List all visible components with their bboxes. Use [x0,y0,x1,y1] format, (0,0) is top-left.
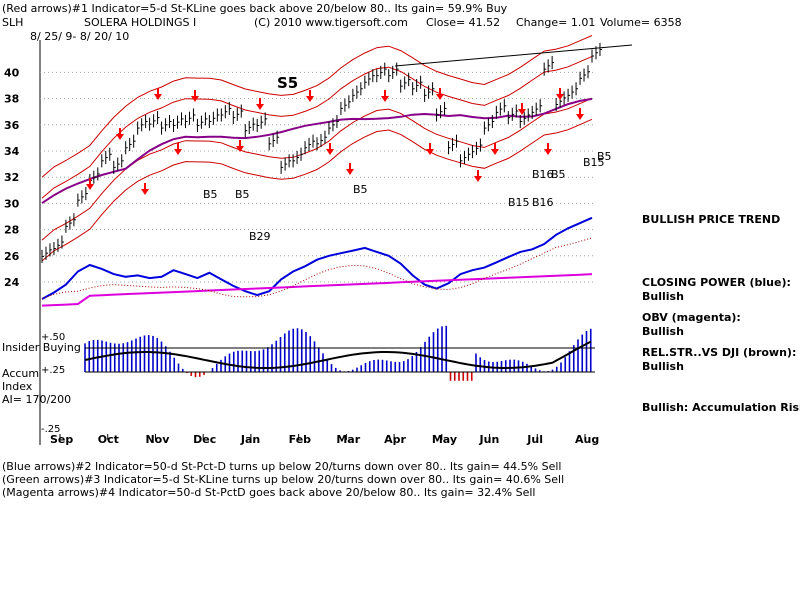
ai-label: AI= 170/200 [2,393,72,406]
obv-label: OBV (magenta): [642,311,741,324]
x-tick-label: Jun [479,433,500,446]
lower-band-outer [41,118,593,262]
buy-arrow [346,169,354,175]
y-tick-label: 24 [4,276,20,289]
footer-line2: (Green arrows)#3 Indicator=5-d St-KLine … [2,473,565,486]
signal-annotation: B15 [583,156,605,169]
rel-strength-label: REL.STR..VS DJI (brown): [642,346,797,359]
x-tick-label: May [432,433,457,446]
copyright: (C) 2010 www.tigersoft.com [254,16,408,29]
buy-arrow [491,149,499,155]
date-range: 8/ 25/ 9- 8/ 20/ 10 [30,30,130,43]
buy-arrow [556,94,564,100]
closing-power-line [41,216,593,300]
y-tick-label: 34 [4,145,20,158]
buy-arrow [306,96,314,102]
upper-band-inner [41,55,593,199]
obv-value: Bullish [642,325,684,338]
y-tick-label: 38 [4,93,19,106]
signal-annotation: B5 [551,168,566,181]
x-tick-label: Mar [336,433,360,446]
x-tick-label: Sep [50,433,73,446]
accum-tick-m25: -.25 [41,424,61,435]
x-tick-label: Nov [145,433,170,446]
y-tick-label: 26 [4,250,20,263]
signal-annotation: B16 [532,196,554,209]
company-name: SOLERA HOLDINGS I [84,16,197,29]
signal-annotation: B16 [532,168,554,181]
y-tick-label: 32 [4,171,19,184]
closing-power-value: Bullish [642,290,684,303]
y-tick-label: 28 [4,224,19,237]
signal-annotation: B5 [235,188,250,201]
insider-buying-label: Insider Buying [2,341,81,354]
volume-value: Volume= 6358 [600,16,682,29]
buy-arrow [141,189,149,195]
buy-arrow [86,184,94,190]
upper-band-outer [41,35,593,178]
rel-strength-line [41,237,593,300]
x-tick-label: Jan [240,433,260,446]
index-label: Index [2,380,33,393]
header-line1: (Red arrows)#1 Indicator=5-d St-KLine go… [2,2,508,15]
x-tick-label: Oct [98,433,119,446]
accum-label: Accum [2,367,40,380]
y-tick-label: 30 [4,197,20,210]
footer-line3: (Magenta arrows)#4 Indicator=50-d St-Pct… [2,486,536,499]
accum-status: Bullish: Accumulation Rising [642,401,800,414]
moving-average-line [41,97,593,204]
ticker: SLH [2,16,24,29]
buy-arrow [191,96,199,102]
buy-arrow [518,109,526,115]
footer-line1: (Blue arrows)#2 Indicator=50-d St-Pct-D … [2,460,562,473]
insider-buying-line [84,340,592,369]
signal-annotation: B5 [203,188,218,201]
change-value: Change= 1.01 [516,16,596,29]
signal-annotation: B15 [508,196,530,209]
buy-arrow [426,149,434,155]
buy-arrow [116,134,124,140]
y-tick-label: 36 [4,119,20,132]
signal-annotation: B29 [249,230,271,243]
x-tick-label: Dec [193,433,216,446]
x-tick-label: Feb [289,433,312,446]
close-value: Close= 41.52 [426,16,501,29]
rel-strength-value: Bullish [642,360,684,373]
obv-line [41,273,593,307]
signal-annotation: B5 [353,183,368,196]
buy-arrow [256,104,264,110]
resistance-trendline [394,44,633,67]
signal-annotation: B5 [597,150,612,163]
y-tick-label: 40 [4,66,20,79]
buy-arrow [381,96,389,102]
accum-tick-p50: +.50 [41,332,66,343]
buy-arrow [474,176,482,182]
buy-arrow [174,149,182,155]
buy-arrow [236,146,244,152]
buy-arrow [436,94,444,100]
buy-arrow [576,114,584,120]
accum-tick-p25: +.25 [41,365,66,376]
x-tick-label: Aug [575,433,599,446]
signal-annotation: S5 [277,74,298,92]
x-tick-label: Apr [384,433,406,446]
closing-power-label: CLOSING POWER (blue): [642,276,791,289]
buy-arrow [326,149,334,155]
buy-arrow [154,94,162,100]
x-tick-label: Jul [526,433,543,446]
buy-arrow [544,149,552,155]
trend-label: BULLISH PRICE TREND [642,213,781,226]
